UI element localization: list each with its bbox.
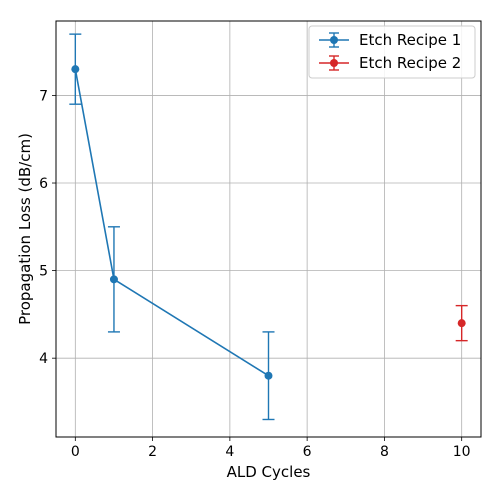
grid bbox=[56, 21, 481, 437]
x-tick-label: 2 bbox=[148, 444, 157, 460]
data-point bbox=[264, 371, 273, 380]
legend-label: Etch Recipe 1 bbox=[359, 31, 461, 49]
series-line bbox=[74, 69, 269, 377]
y-tick-label: 6 bbox=[39, 176, 48, 192]
data-point bbox=[457, 319, 466, 328]
legend-swatch-marker bbox=[330, 36, 338, 44]
x-tick-label: 10 bbox=[453, 444, 471, 460]
y-axis-label: Propagation Loss (dB/cm) bbox=[16, 133, 34, 325]
plot-frame bbox=[55, 20, 482, 438]
y-tick-label: 4 bbox=[39, 351, 48, 367]
x-tick-label: 4 bbox=[225, 444, 234, 460]
data-point bbox=[109, 275, 118, 284]
x-tick-label: 0 bbox=[71, 444, 80, 460]
y-tick-label: 7 bbox=[39, 88, 48, 104]
legend-swatch-marker bbox=[330, 59, 338, 67]
legend: Etch Recipe 1 Etch Recipe 2 bbox=[308, 25, 476, 79]
legend-label: Etch Recipe 2 bbox=[359, 54, 461, 72]
x-tick-label: 6 bbox=[303, 444, 312, 460]
legend-box bbox=[308, 25, 476, 79]
x-axis-label: ALD Cycles bbox=[227, 463, 311, 481]
data-point bbox=[71, 65, 80, 74]
x-tick-label: 8 bbox=[380, 444, 389, 460]
y-tick-label: 5 bbox=[39, 264, 48, 280]
series bbox=[69, 33, 275, 421]
series bbox=[455, 304, 468, 342]
series-layer bbox=[69, 33, 468, 421]
ticks: 0 2 4 6 8 10 4 5 6 7 bbox=[39, 88, 471, 460]
